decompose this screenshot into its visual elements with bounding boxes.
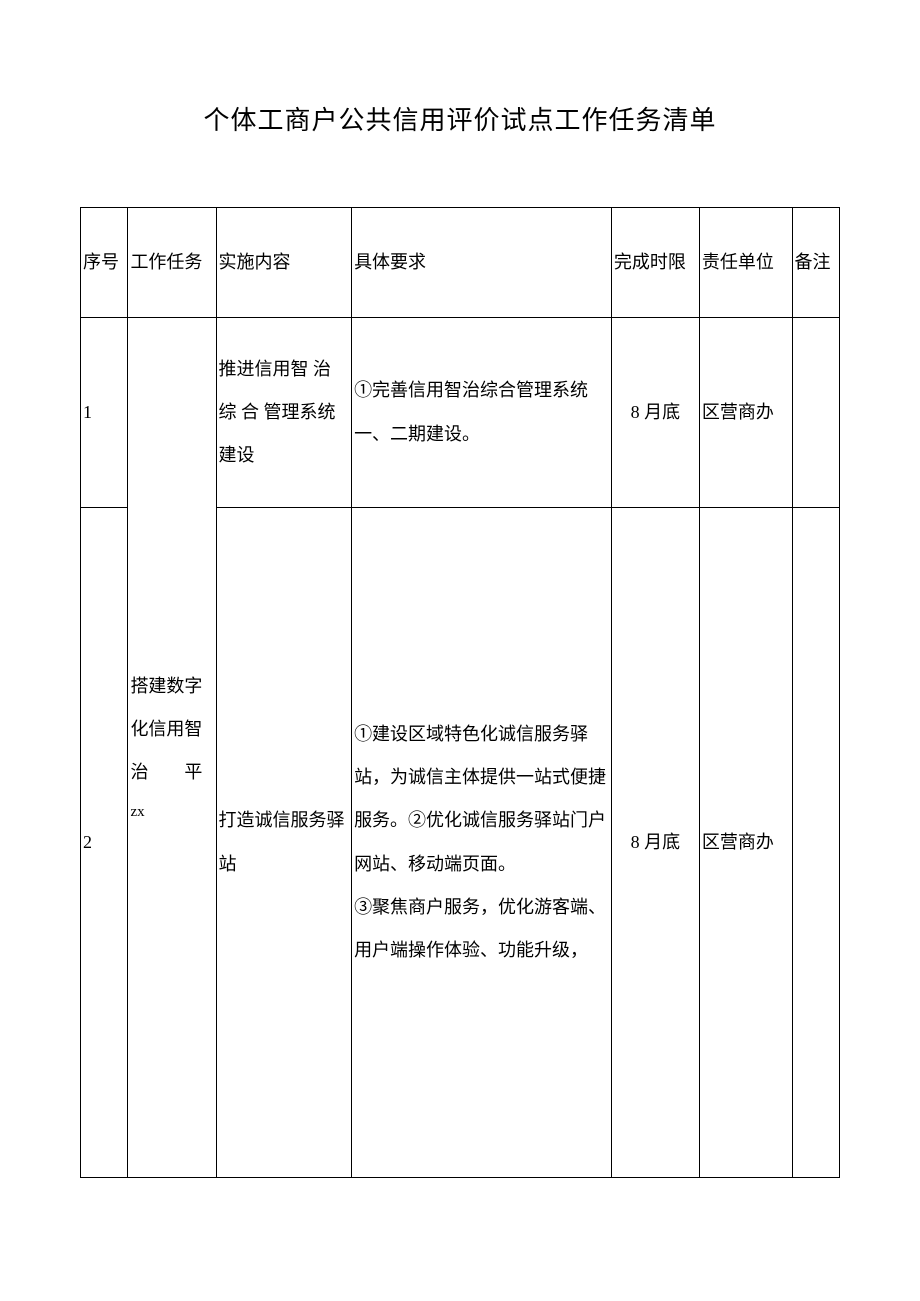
header-deadline: 完成时限 bbox=[611, 208, 699, 318]
cell-deadline: 8 月底 bbox=[611, 508, 699, 1178]
header-detail: 具体要求 bbox=[352, 208, 612, 318]
cell-remark bbox=[792, 318, 839, 508]
cell-deadline: 8 月底 bbox=[611, 318, 699, 508]
cell-impl: 推进信用智 治 综 合 管理系统建设 bbox=[216, 318, 352, 508]
table-header-row: 序号 工作任务 实施内容 具体要求 完成时限 责任单位 备注 bbox=[81, 208, 840, 318]
cell-unit: 区营商办 bbox=[699, 318, 792, 508]
header-unit: 责任单位 bbox=[699, 208, 792, 318]
cell-impl: 打造诚信服务驿站 bbox=[216, 508, 352, 1178]
header-task: 工作任务 bbox=[128, 208, 216, 318]
cell-remark bbox=[792, 508, 839, 1178]
cell-seq: 2 bbox=[81, 508, 128, 1178]
task-main-text: 搭建数字化信用智治 平 bbox=[130, 665, 213, 795]
table-row: 1 搭建数字化信用智治 平 zx 推进信用智 治 综 合 管理系统建设 ①完善信… bbox=[81, 318, 840, 508]
task-table: 序号 工作任务 实施内容 具体要求 完成时限 责任单位 备注 1 搭建数字化信用… bbox=[80, 207, 840, 1178]
cell-unit: 区营商办 bbox=[699, 508, 792, 1178]
header-remark: 备注 bbox=[792, 208, 839, 318]
cell-detail: ①完善信用智治综合管理系统一、二期建设。 bbox=[352, 318, 612, 508]
task-sub-text: zx bbox=[130, 794, 213, 830]
header-impl: 实施内容 bbox=[216, 208, 352, 318]
header-seq: 序号 bbox=[81, 208, 128, 318]
cell-seq: 1 bbox=[81, 318, 128, 508]
cell-task-merged: 搭建数字化信用智治 平 zx bbox=[128, 318, 216, 1178]
cell-detail: ①建设区域特色化诚信服务驿站，为诚信主体提供一站式便捷服务。②优化诚信服务驿站门… bbox=[352, 508, 612, 1178]
page-title: 个体工商户公共信用评价试点工作任务清单 bbox=[80, 100, 840, 137]
